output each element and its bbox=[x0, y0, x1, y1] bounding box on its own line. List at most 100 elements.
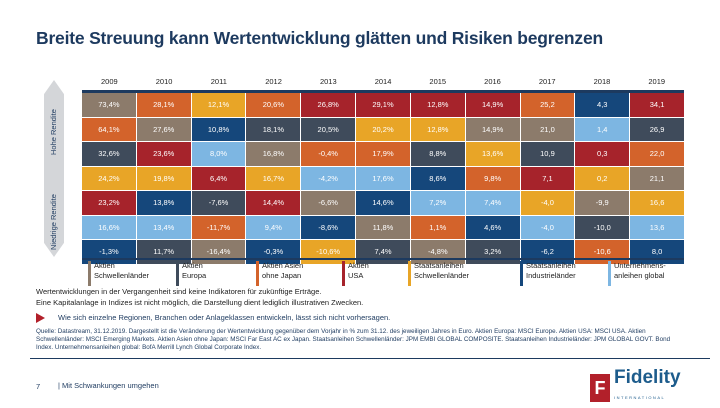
table-cell: -9,9 bbox=[575, 191, 630, 215]
table-cell: -4,8% bbox=[410, 240, 465, 264]
table-cell: -4,2% bbox=[301, 166, 356, 190]
table-cell: 21,1 bbox=[630, 166, 684, 190]
legend-label: ohne Japan bbox=[262, 271, 302, 280]
legend-item: Aktien USA bbox=[342, 261, 369, 286]
table-cell: 8,0 bbox=[630, 240, 684, 264]
divider bbox=[82, 258, 684, 260]
legend-item: Aktien Schwellenländer bbox=[88, 261, 149, 286]
table-cell: 14,9% bbox=[465, 117, 520, 141]
table-cell: 29,1% bbox=[356, 93, 410, 117]
year-label: 2012 bbox=[265, 77, 282, 86]
table-cell: 3,2% bbox=[465, 240, 520, 264]
return-direction-arrow bbox=[44, 80, 64, 257]
legend-swatch bbox=[408, 261, 411, 286]
legend-item: Staatsanleihen Schwellenländer bbox=[408, 261, 469, 286]
year-label: 2018 bbox=[593, 77, 611, 86]
table-cell: 7,4% bbox=[356, 240, 410, 264]
table-cell: 26,9 bbox=[630, 117, 684, 141]
table-cell: -10,6 bbox=[575, 240, 630, 264]
year-label: 2015 bbox=[429, 77, 447, 86]
table-cell: -16,4% bbox=[191, 240, 246, 264]
table-cell: -7,6% bbox=[191, 191, 246, 215]
slide-title: Breite Streuung kann Wertentwicklung glä… bbox=[36, 28, 603, 48]
disclaimer-2: Eine Kapitalanlage in Indizes ist nicht … bbox=[36, 298, 364, 307]
table-cell: 64,1% bbox=[82, 117, 136, 141]
legend-swatch bbox=[88, 261, 91, 286]
footer-divider bbox=[30, 358, 710, 359]
table-cell: 73,4% bbox=[82, 93, 136, 117]
play-arrow-icon bbox=[36, 313, 45, 323]
table-cell: 14,6% bbox=[356, 191, 410, 215]
legend-item: Unternehmens-anleihen global bbox=[608, 261, 666, 286]
table-cell: 18,1% bbox=[246, 117, 301, 141]
table-cell: 1,4 bbox=[575, 117, 630, 141]
table-cell: 0,3 bbox=[575, 142, 630, 166]
table-cell: -0,4% bbox=[301, 142, 356, 166]
table-cell: 8,8% bbox=[410, 142, 465, 166]
year-label: 2013 bbox=[319, 77, 337, 86]
year-label: 2016 bbox=[484, 77, 501, 86]
table-cell: 7,2% bbox=[410, 191, 465, 215]
table-cell: -10,6% bbox=[301, 240, 356, 264]
legend-label: Staatsanleihen bbox=[526, 261, 576, 270]
legend-label: Industrieländer bbox=[526, 271, 576, 280]
table-cell: -4,0 bbox=[520, 215, 575, 239]
table-cell: 6,4% bbox=[191, 166, 246, 190]
legend-label: anleihen global bbox=[614, 271, 665, 280]
table-cell: 4,6% bbox=[465, 215, 520, 239]
table-cell: 20,6% bbox=[246, 93, 301, 117]
legend-item: Aktien Asien ohne Japan bbox=[256, 261, 303, 286]
table-cell: 8,0% bbox=[191, 142, 246, 166]
year-label: 2014 bbox=[374, 77, 392, 86]
table-cell: 16,7% bbox=[246, 166, 301, 190]
logo-sub: INTERNATIONAL bbox=[614, 395, 666, 400]
legend-swatch bbox=[520, 261, 523, 286]
source-note: Quelle: Datastream, 31.12.2019. Dargeste… bbox=[36, 328, 671, 351]
year-header: 2009 2010 2011 2012 2013 2014 2015 2016 2017 2018… bbox=[82, 77, 684, 86]
table-cell: -6,2 bbox=[520, 240, 575, 264]
table-cell: 14,4% bbox=[246, 191, 301, 215]
table-cell: 22,0 bbox=[630, 142, 684, 166]
legend-label: Aktien bbox=[348, 261, 369, 270]
table-cell: 13,6% bbox=[465, 142, 520, 166]
table-cell: 23,2% bbox=[82, 191, 136, 215]
high-return-label: Hohe Rendite bbox=[49, 109, 58, 155]
table-cell: 13,4% bbox=[136, 215, 191, 239]
table-cell: -11,7% bbox=[191, 215, 246, 239]
table-cell: 32,6% bbox=[82, 142, 136, 166]
table-cell: -6,6% bbox=[301, 191, 356, 215]
table-cell: -10,0 bbox=[575, 215, 630, 239]
legend-label: Europa bbox=[182, 271, 207, 280]
divider bbox=[82, 90, 684, 93]
table-cell: 12,1% bbox=[191, 93, 246, 117]
legend-swatch bbox=[342, 261, 345, 286]
year-label: 2010 bbox=[155, 77, 173, 86]
table-cell: 9,4% bbox=[246, 215, 301, 239]
year-label: 2011 bbox=[210, 77, 227, 86]
table-cell: 20,5% bbox=[301, 117, 356, 141]
legend-item: Staatsanleihen Industrieländer bbox=[520, 261, 576, 286]
table-cell: -0,3% bbox=[246, 240, 301, 264]
table-cell: 17,6% bbox=[356, 166, 410, 190]
table-cell: 1,1% bbox=[410, 215, 465, 239]
table-cell: 23,6% bbox=[136, 142, 191, 166]
legend-label: Aktien bbox=[182, 261, 203, 270]
legend-label: Aktien Asien bbox=[262, 261, 304, 270]
table-cell: 4,3 bbox=[575, 93, 630, 117]
legend-label: Unternehmens- bbox=[614, 261, 666, 270]
table-cell: 9,8% bbox=[465, 166, 520, 190]
table-cell: 0,2 bbox=[575, 166, 630, 190]
logo-mark: F bbox=[590, 374, 610, 402]
table-cell: 7,1 bbox=[520, 166, 575, 190]
table-cell: 16,6% bbox=[82, 215, 136, 239]
table-cell: 12,8% bbox=[410, 93, 465, 117]
table-cell: 25,2 bbox=[520, 93, 575, 117]
table-cell: 28,1% bbox=[136, 93, 191, 117]
year-label: 2009 bbox=[101, 77, 118, 86]
table-cell: 12,8% bbox=[410, 117, 465, 141]
low-return-label: Niedrige Rendite bbox=[49, 194, 58, 250]
table-cell: 17,9% bbox=[356, 142, 410, 166]
table-cell: 11,8% bbox=[356, 215, 410, 239]
table-cell: 11,7% bbox=[136, 240, 191, 264]
returns-table: 73,4% 28,1% 12,1% 20,6% 26,8% 29,1% 12,8% 14,9%… bbox=[82, 93, 684, 264]
